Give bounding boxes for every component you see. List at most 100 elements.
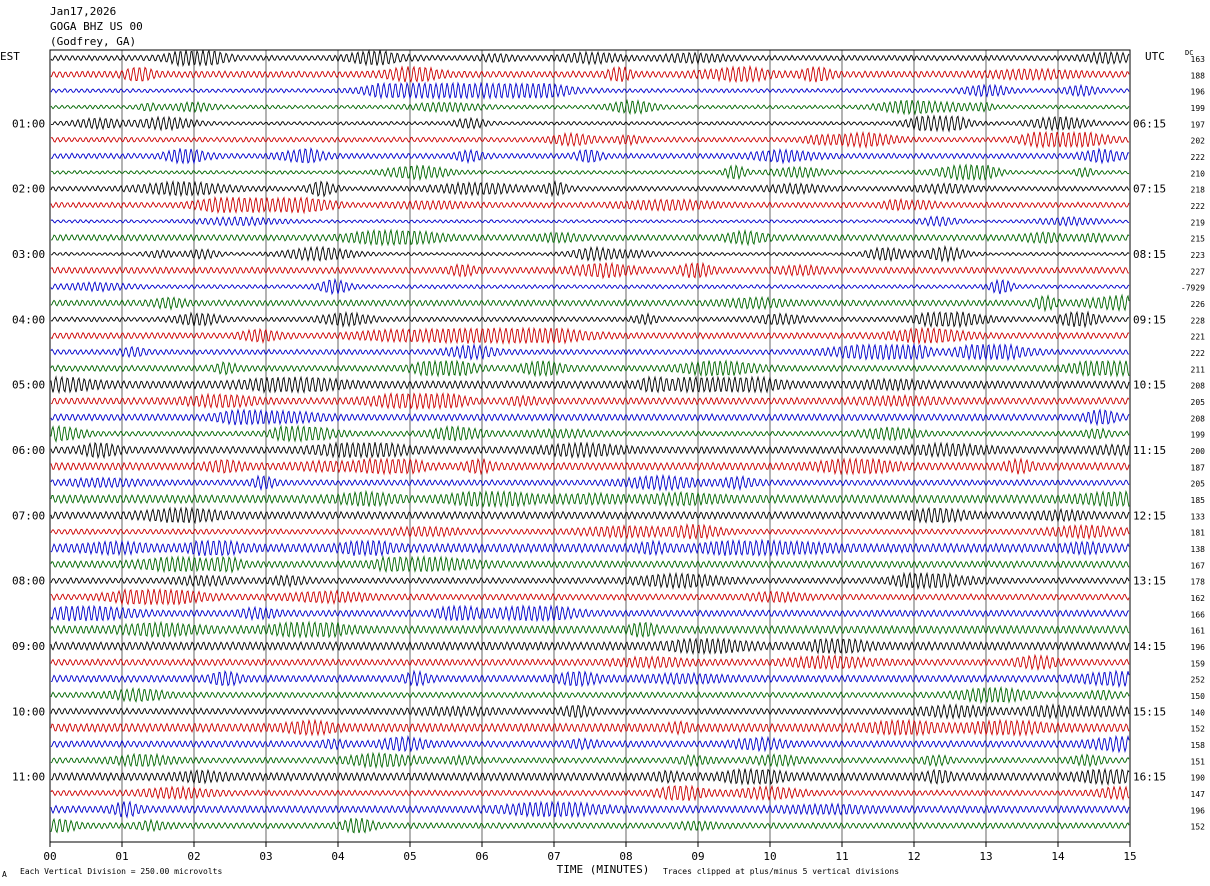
trace-line [50,293,1130,313]
x-tick-label: 03 [259,850,272,863]
dc-offset-label: 219 [1191,218,1206,227]
dc-offset-label: 167 [1191,561,1206,570]
left-hour-label: 08:00 [12,575,45,588]
dc-offset-label: 196 [1191,806,1206,815]
dc-offset-label: 152 [1191,725,1206,734]
dc-offset-label: 158 [1191,741,1206,750]
trace-line [50,130,1130,149]
station-location: (Godfrey, GA) [50,35,137,48]
trace-line [50,784,1130,802]
x-tick-label: 07 [547,850,560,863]
right-hour-label: 11:15 [1133,444,1166,457]
right-hour-label: 09:15 [1133,313,1166,326]
trace-line [50,375,1130,395]
left-hour-label: 04:00 [12,313,45,326]
dc-offset-label: 228 [1191,316,1206,325]
traces-layer [50,49,1130,834]
trace-line [50,685,1130,705]
dc-offset-label: 205 [1191,480,1206,489]
trace-line [50,245,1130,263]
dc-offset-label: 218 [1191,186,1206,195]
left-hour-label: 05:00 [12,379,45,392]
trace-line [50,604,1130,623]
dc-offset-label: 138 [1191,545,1206,554]
dc-offset-label: 202 [1191,137,1206,146]
dc-offset-label: 147 [1191,790,1206,799]
x-tick-label: 02 [187,850,200,863]
dc-offset-label: 222 [1191,349,1206,358]
dc-offset-label: 222 [1191,153,1206,162]
dc-offset-label: 226 [1191,300,1206,309]
clip-note: Traces clipped at plus/minus 5 vertical … [663,867,900,876]
dc-offset-label: 162 [1191,594,1206,603]
trace-line [50,703,1130,720]
x-tick-label: 01 [115,850,128,863]
right-hour-label: 07:15 [1133,183,1166,196]
trace-line [50,195,1130,215]
dc-offset-label: 227 [1191,267,1206,276]
trace-line [50,767,1130,786]
trace-line [50,734,1130,754]
trace-line [50,408,1130,427]
dc-offset-label: 151 [1191,757,1206,766]
dc-offset-label: 140 [1191,708,1206,717]
dc-offset-label: 200 [1191,447,1206,456]
dc-offset-label: 252 [1191,676,1206,685]
left-hour-label: 01:00 [12,117,45,130]
trace-line [50,554,1130,574]
division-note: Each Vertical Division = 250.00 microvol… [20,867,223,876]
station-code: GOGA BHZ US 00 [50,20,143,33]
dc-offset-label: 166 [1191,610,1206,619]
dc-offset-label: 222 [1191,202,1206,211]
trace-line [50,98,1130,116]
trace-line [50,620,1130,639]
trace-line [50,277,1130,296]
trace-line [50,228,1130,247]
trace-line [50,261,1129,280]
dc-offset-label: 210 [1191,169,1206,178]
dc-column-label: DC [1185,49,1194,57]
right-hour-label: 06:15 [1133,117,1166,130]
dc-offset-label: 215 [1191,235,1206,244]
trace-line [50,751,1130,769]
left-hour-label: 10:00 [12,705,45,718]
left-hour-label: 11:00 [12,771,45,784]
dc-offset-label: 197 [1191,120,1206,129]
dc-offset-label: 163 [1191,55,1206,64]
dc-labels-layer: 163 188 196 199 197 202 222 210 218 222 219 215 223 2… [1181,55,1205,832]
trace-line [50,718,1130,738]
x-tick-label: 11 [835,850,848,863]
hour-labels-layer: 01:00 02:00 03:00 04:00 05:00 06:00 07:00 08:00… [12,117,1166,783]
trace-line [50,424,1130,443]
dc-offset-label: 205 [1191,398,1206,407]
dc-offset-label: 187 [1191,463,1206,472]
trace-line [50,669,1130,689]
trace-line [50,506,1130,525]
x-tick-label: 10 [763,850,776,863]
trace-line [50,180,1130,198]
trace-line [50,441,1130,460]
dc-offset-label: 152 [1191,823,1206,832]
trace-line [50,310,1130,329]
x-tick-label: 05 [403,850,416,863]
trace-line [50,456,1130,476]
dc-offset-label: 181 [1191,529,1206,538]
right-timezone-label: UTC [1145,50,1165,63]
dc-offset-label: -7929 [1181,284,1205,293]
dc-offset-label: 211 [1191,365,1206,374]
left-hour-label: 06:00 [12,444,45,457]
dc-offset-label: 196 [1191,88,1206,97]
x-tick-label: 12 [907,850,920,863]
x-tick-label: 00 [43,850,56,863]
left-hour-label: 09:00 [12,640,45,653]
right-hour-label: 12:15 [1133,509,1166,522]
trace-line [50,817,1130,834]
x-tick-label: 13 [979,850,992,863]
x-tick-label: 06 [475,850,488,863]
dc-offset-label: 185 [1191,496,1206,505]
trace-line [50,800,1130,819]
dc-offset-label: 150 [1191,692,1206,701]
trace-line [50,64,1130,84]
trace-line [50,114,1130,133]
